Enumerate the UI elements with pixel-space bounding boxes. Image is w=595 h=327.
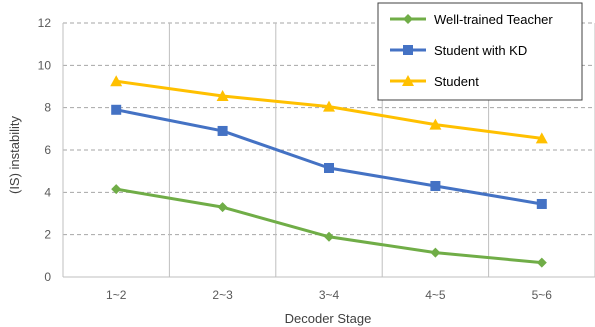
data-point [216, 90, 229, 102]
y-tick-labels: 0 2 4 6 8 10 12 [38, 16, 52, 284]
y-tick-label: 2 [44, 228, 51, 242]
data-point [535, 132, 548, 144]
legend-marker [403, 14, 413, 24]
data-point [536, 198, 547, 209]
data-point [110, 75, 123, 87]
series-line [115, 187, 542, 265]
x-axis-title: Decoder Stage [285, 311, 372, 326]
data-point [111, 104, 122, 115]
data-point [111, 184, 122, 195]
y-tick-label: 0 [44, 270, 51, 284]
x-tick-label: 2~3 [212, 288, 233, 302]
y-tick-label: 6 [44, 143, 51, 157]
data-point [324, 231, 334, 242]
legend: Well-trained Teacher Student with KD Stude… [377, 2, 583, 101]
x-tick-labels: 1~2 2~3 3~4 4~5 5~6 [106, 288, 552, 302]
y-tick-label: 8 [44, 101, 51, 115]
data-point [536, 257, 547, 268]
x-tick-label: 4~5 [425, 288, 446, 302]
series-student-with-kd [111, 104, 547, 209]
legend-label: Student [434, 74, 479, 89]
series-line [115, 108, 543, 206]
series-student [110, 75, 548, 144]
data-point [217, 125, 228, 136]
x-tick-label: 5~6 [532, 288, 553, 302]
y-tick-label: 12 [38, 16, 52, 30]
y-axis-title: (IS) instability [7, 115, 22, 194]
x-tick-label: 3~4 [319, 288, 340, 302]
data-point [430, 180, 441, 191]
legend-item: Student [390, 74, 479, 89]
data-point [323, 100, 335, 112]
series-well-trained-teacher [111, 184, 547, 268]
legend-label: Well-trained Teacher [434, 12, 553, 27]
data-point [429, 118, 442, 130]
legend-item: Well-trained Teacher [390, 12, 553, 27]
series-layer [110, 75, 548, 268]
legend-marker [402, 75, 414, 86]
data-point [324, 162, 334, 173]
legend-marker [403, 45, 413, 55]
legend-label: Student with KD [434, 43, 527, 58]
data-point [430, 247, 441, 258]
y-tick-label: 10 [38, 58, 52, 72]
legend-item: Student with KD [390, 43, 527, 58]
data-point [217, 202, 228, 213]
x-tick-label: 1~2 [106, 288, 127, 302]
y-tick-label: 4 [44, 185, 51, 199]
